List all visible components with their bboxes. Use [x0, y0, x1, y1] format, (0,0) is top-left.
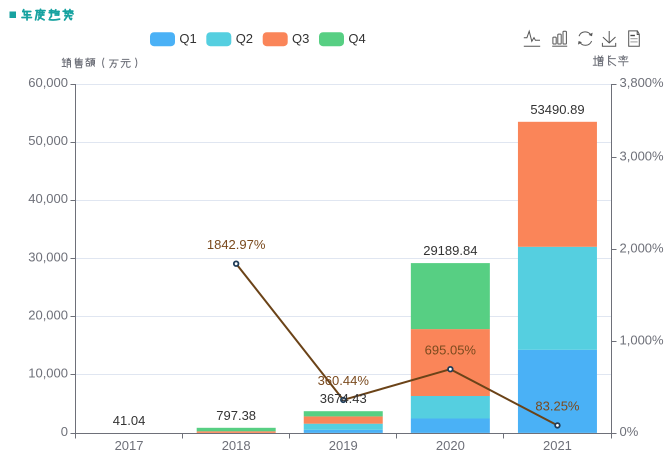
svg-text:0: 0 [61, 424, 68, 439]
svg-text:10,000: 10,000 [28, 366, 68, 381]
svg-text:2019: 2019 [329, 438, 358, 453]
svg-text:360.44%: 360.44% [318, 373, 370, 388]
svg-text:41.04: 41.04 [113, 413, 146, 428]
svg-text:2,000%: 2,000% [620, 241, 665, 256]
svg-text:50,000: 50,000 [28, 133, 68, 148]
svg-text:29189.84: 29189.84 [423, 243, 477, 258]
svg-text:1,000%: 1,000% [620, 332, 665, 347]
svg-text:20,000: 20,000 [28, 308, 68, 323]
svg-text:Q4: Q4 [348, 31, 365, 46]
svg-text:60,000: 60,000 [28, 75, 68, 90]
svg-text:Q3: Q3 [292, 31, 309, 46]
svg-text:1842.97%: 1842.97% [207, 237, 266, 252]
svg-text:3,800%: 3,800% [620, 75, 665, 90]
svg-text:2021: 2021 [543, 438, 572, 453]
svg-text:30,000: 30,000 [28, 249, 68, 264]
svg-text:2020: 2020 [436, 438, 465, 453]
svg-text:Q1: Q1 [179, 31, 196, 46]
svg-text:Q2: Q2 [236, 31, 253, 46]
svg-text:797.38: 797.38 [216, 408, 256, 423]
svg-text:2018: 2018 [222, 438, 251, 453]
svg-text:83.25%: 83.25% [535, 399, 580, 414]
svg-text:695.05%: 695.05% [425, 342, 477, 357]
svg-text:53490.89: 53490.89 [530, 102, 584, 117]
svg-text:40,000: 40,000 [28, 191, 68, 206]
svg-text:3674.43: 3674.43 [320, 391, 367, 406]
svg-text:2017: 2017 [115, 438, 144, 453]
svg-text:0%: 0% [620, 424, 639, 439]
svg-text:3,000%: 3,000% [620, 149, 665, 164]
